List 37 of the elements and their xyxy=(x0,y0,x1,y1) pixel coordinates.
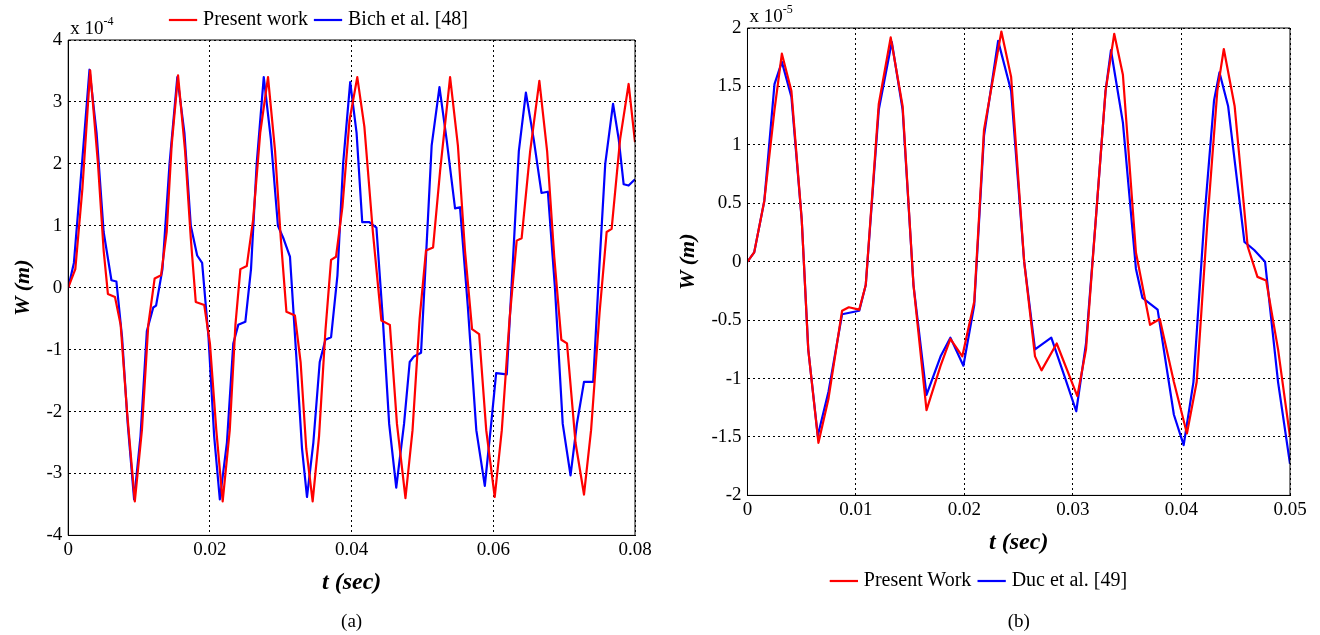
y-tick-label: -4 xyxy=(46,523,63,545)
text: (a) xyxy=(341,610,363,632)
legend-label: Bich et al. [48] xyxy=(348,7,468,30)
y-tick-label: 2 xyxy=(731,15,742,37)
y-tick-label: -2 xyxy=(725,483,742,505)
y-tick-label: -1.5 xyxy=(711,424,742,446)
y-tick-label: 3 xyxy=(52,89,63,111)
y-tick-label: 1 xyxy=(731,132,742,154)
y-tick-label: -3 xyxy=(46,461,63,483)
legend-label: Present Work xyxy=(863,568,972,591)
y-axis-title: W (m) xyxy=(8,259,34,316)
x-tick-label: 0.08 xyxy=(618,537,652,559)
text: (b) xyxy=(1007,610,1030,632)
y-tick-label: -0.5 xyxy=(711,308,742,330)
y-tick-label: 1.5 xyxy=(717,74,742,96)
x-tick-label: 0.02 xyxy=(947,497,982,519)
x-tick-label: 0.01 xyxy=(839,497,873,519)
y-tick-label: 1 xyxy=(52,213,63,235)
x-axis-title: t (sec) xyxy=(321,567,382,594)
y-tick-label: -1 xyxy=(46,337,63,359)
y-tick-label: -1 xyxy=(725,366,742,388)
y-tick-label: 2 xyxy=(52,151,63,173)
legend-label: Present work xyxy=(203,7,309,30)
x-tick-label: 0.05 xyxy=(1273,497,1307,519)
y-tick-label: 0.5 xyxy=(717,191,742,213)
x-tick-label: 0.03 xyxy=(1056,497,1090,519)
x-tick-label: 0.02 xyxy=(193,537,227,559)
y-tick-label: 4 xyxy=(52,27,63,49)
y-axis-title: W (m) xyxy=(673,233,699,290)
x-axis-title: t (sec) xyxy=(989,527,1049,554)
y-tick-label: 0 xyxy=(52,275,63,297)
x-tick-label: 0.04 xyxy=(1164,497,1199,519)
y-tick-label: 0 xyxy=(731,249,742,271)
x-tick-label: 0.06 xyxy=(476,537,510,559)
y-tick-label: -2 xyxy=(46,399,63,421)
x-tick-label: 0.04 xyxy=(334,537,369,559)
legend-label: Duc et al. [49] xyxy=(1011,568,1128,591)
